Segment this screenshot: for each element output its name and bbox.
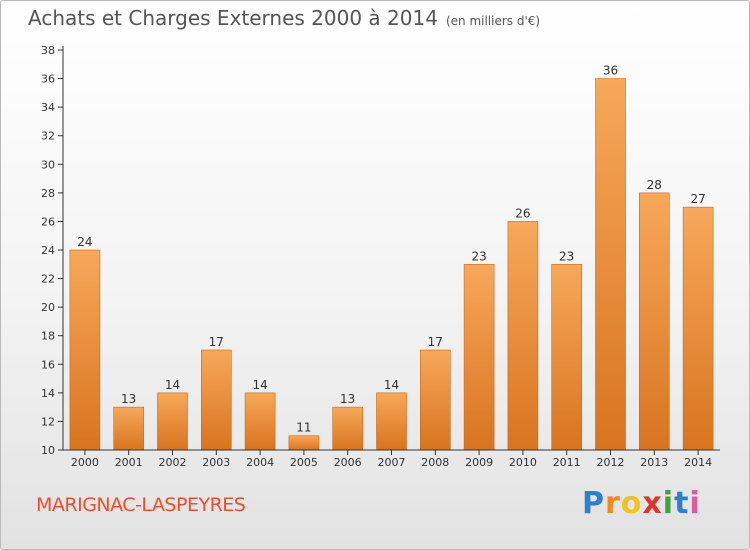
bar-value-label: 11 xyxy=(296,421,311,435)
bar xyxy=(201,349,232,451)
bar xyxy=(638,192,670,451)
x-tick-label: 2008 xyxy=(421,456,449,469)
bar xyxy=(332,406,364,451)
x-tick-label: 2014 xyxy=(684,456,712,469)
city-name: MARIGNAC-LASPEYRES xyxy=(36,494,246,516)
proxiti-logo[interactable]: Proxiti xyxy=(582,486,701,521)
bar xyxy=(682,206,714,451)
x-tick-label: 2000 xyxy=(71,456,99,469)
bar-value-label: 28 xyxy=(647,178,662,192)
bar-value-label: 26 xyxy=(515,206,530,220)
logo-letter: P xyxy=(582,486,605,521)
y-tick-label: 14 xyxy=(41,387,55,400)
bar-value-label: 17 xyxy=(428,335,443,349)
x-tick-label: 2002 xyxy=(159,456,187,469)
logo-letter: i xyxy=(662,486,675,521)
x-axis: 2000 2001 2002 2003 2004 2005 2006 2007 2008 2009… xyxy=(63,449,720,469)
bar xyxy=(376,392,407,451)
y-tick-label: 10 xyxy=(41,444,55,457)
x-tick-label: 2006 xyxy=(334,456,362,469)
bar-value-label: 36 xyxy=(603,64,618,78)
y-tick-label: 24 xyxy=(41,244,55,257)
x-tick-label: 2012 xyxy=(597,456,625,469)
chart-subtitle: (en milliers d'€) xyxy=(445,14,541,28)
x-tick-label: 2003 xyxy=(202,456,230,469)
bar xyxy=(551,263,583,451)
bar xyxy=(157,392,188,451)
x-tick-label: 2005 xyxy=(290,456,318,469)
bar-value-label: 14 xyxy=(384,378,399,392)
y-tick-label: 18 xyxy=(41,330,55,343)
logo-letter: x xyxy=(642,486,663,521)
bars: 24 13 14 17 14 11 13 14 17 23 26 23 36 28 27 xyxy=(69,64,714,451)
bar xyxy=(69,249,101,451)
y-tick-label: 26 xyxy=(41,215,55,228)
x-tick-label: 2001 xyxy=(115,456,143,469)
bar xyxy=(463,263,495,451)
x-tick-label: 2013 xyxy=(640,456,668,469)
y-tick-label: 34 xyxy=(41,101,55,114)
x-tick-label: 2011 xyxy=(553,456,581,469)
bar-value-label: 27 xyxy=(690,192,705,206)
bar-value-label: 23 xyxy=(559,249,574,263)
y-tick-label: 30 xyxy=(41,158,55,171)
bar-value-label: 14 xyxy=(252,378,267,392)
x-tick-label: 2004 xyxy=(246,456,274,469)
y-tick-label: 38 xyxy=(41,44,55,57)
bar-value-label: 14 xyxy=(165,378,180,392)
logo-letter: o xyxy=(620,486,643,521)
x-tick-label: 2010 xyxy=(509,456,537,469)
y-tick-label: 20 xyxy=(41,301,55,314)
x-tick-label: 2007 xyxy=(378,456,406,469)
x-tick-label: 2009 xyxy=(465,456,493,469)
bar xyxy=(595,78,626,451)
y-tick-label: 16 xyxy=(41,358,55,371)
bar xyxy=(288,435,320,451)
y-tick-label: 32 xyxy=(41,130,55,143)
bar-value-label: 17 xyxy=(209,335,224,349)
title-text: Achats et Charges Externes 2000 à 2014 xyxy=(28,6,438,30)
y-tick-label: 12 xyxy=(41,415,55,428)
bar xyxy=(419,349,451,451)
logo-letter: t xyxy=(674,486,690,521)
bar-value-label: 23 xyxy=(471,249,486,263)
bar xyxy=(244,392,276,451)
y-tick-label: 36 xyxy=(41,73,55,86)
chart-title: Achats et Charges Externes 2000 à 2014 (e… xyxy=(28,6,540,30)
bar xyxy=(113,406,144,451)
bar xyxy=(507,221,539,451)
logo-letter: r xyxy=(605,486,621,521)
y-tick-label: 28 xyxy=(41,187,55,200)
bar-value-label: 13 xyxy=(340,392,355,406)
y-tick-label: 22 xyxy=(41,273,55,286)
logo-letter: i xyxy=(689,486,701,521)
bar-value-label: 13 xyxy=(121,392,136,406)
bar-value-label: 24 xyxy=(77,235,92,249)
y-axis: 10 12 14 16 18 20 22 24 26 28 30 32 34 36 38 xyxy=(41,44,64,457)
